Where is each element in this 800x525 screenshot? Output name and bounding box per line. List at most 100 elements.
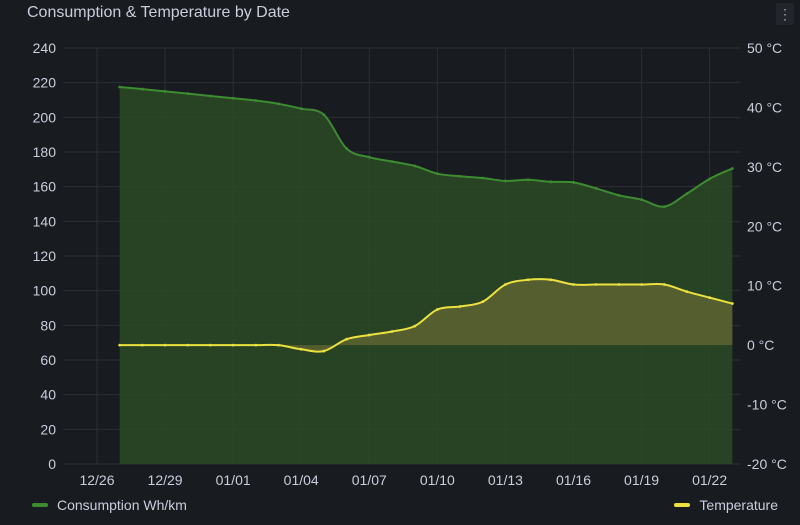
- temperature-point: [730, 302, 734, 305]
- x-tick-label: 01/07: [352, 472, 387, 488]
- temperature-point: [390, 330, 394, 333]
- y-left-tick-label: 160: [33, 179, 57, 195]
- temperature-point: [458, 305, 462, 308]
- consumption-point: [572, 180, 575, 184]
- consumption-point: [435, 172, 439, 176]
- consumption-point: [662, 205, 666, 209]
- temperature-point: [549, 278, 553, 282]
- y-right-tick-label: 50 °C: [747, 40, 782, 56]
- consumption-point: [390, 160, 394, 163]
- temperature-point: [504, 283, 507, 286]
- temperature-point: [481, 300, 485, 304]
- legend-label-temperature: Temperature: [699, 497, 778, 513]
- y-left-tick-label: 200: [33, 109, 57, 125]
- y-right-tick-label: 10 °C: [747, 278, 782, 294]
- y-right-tick-label: -20 °C: [747, 456, 787, 472]
- y-right-tick-label: -10 °C: [747, 397, 787, 413]
- temperature-point: [640, 283, 643, 286]
- y-right-tick-label: 20 °C: [747, 218, 782, 234]
- consumption-point: [730, 167, 734, 170]
- y-left-tick-label: 120: [33, 248, 57, 264]
- legend-swatch-temperature: [674, 503, 691, 507]
- x-tick-label: 01/13: [488, 472, 523, 488]
- consumption-point: [549, 180, 553, 184]
- consumption-point: [526, 178, 530, 182]
- temperature-point: [572, 283, 575, 286]
- temperature-point: [163, 343, 167, 347]
- y-left-tick-label: 100: [33, 283, 57, 299]
- consumption-point: [140, 87, 144, 91]
- x-tick-label: 01/19: [624, 472, 659, 488]
- y-left-tick-label: 240: [33, 40, 57, 56]
- temperature-point: [231, 343, 235, 347]
- consumption-point: [254, 99, 258, 102]
- temperature-point: [413, 324, 417, 328]
- y-right-tick-label: 40 °C: [747, 99, 782, 115]
- consumption-point: [685, 192, 689, 196]
- legend-item-consumption[interactable]: Consumption Wh/km: [32, 497, 187, 513]
- temperature-point: [322, 349, 326, 353]
- temperature-point: [345, 337, 348, 341]
- panel-menu-button[interactable]: ⋮: [776, 3, 794, 25]
- consumption-line: [119, 86, 733, 208]
- consumption-point: [277, 102, 280, 106]
- consumption-point: [367, 155, 371, 159]
- temperature-point: [186, 343, 190, 347]
- y-left-tick-label: 140: [33, 213, 57, 229]
- consumption-point: [231, 96, 235, 100]
- consumption-point: [345, 147, 348, 150]
- temperature-point: [367, 333, 371, 337]
- consumption-point: [322, 113, 326, 117]
- temperature-point: [299, 347, 303, 351]
- temperature-point: [209, 343, 212, 347]
- temperature-point: [435, 308, 439, 311]
- y-left-tick-label: 40: [40, 387, 56, 403]
- consumption-point: [504, 179, 507, 183]
- y-left-tick-label: 20: [40, 421, 56, 437]
- x-tick-label: 12/26: [79, 472, 114, 488]
- y-left-tick-label: 80: [40, 317, 56, 333]
- consumption-point: [594, 187, 598, 190]
- consumption-point: [481, 176, 485, 180]
- temperature-point: [526, 278, 530, 282]
- temperature-point: [685, 290, 689, 294]
- consumption-point: [118, 85, 122, 89]
- consumption-point: [708, 177, 712, 181]
- temperature-area: [119, 279, 733, 352]
- temperature-point: [140, 343, 144, 347]
- consumption-point: [617, 193, 621, 197]
- consumption-point: [413, 164, 417, 168]
- legend-swatch-consumption: [32, 503, 48, 507]
- temperature-point: [594, 283, 598, 286]
- x-tick-label: 01/10: [420, 472, 455, 488]
- x-tick-label: 01/01: [216, 472, 251, 488]
- y-right-tick-label: 30 °C: [747, 159, 782, 175]
- y-left-tick-label: 220: [33, 75, 57, 91]
- consumption-point: [640, 198, 643, 202]
- temperature-point: [277, 343, 280, 347]
- x-tick-label: 01/16: [556, 472, 591, 488]
- ellipsis-vertical-icon: ⋮: [778, 6, 792, 22]
- y-right-tick-label: 0 °C: [747, 337, 774, 353]
- consumption-point: [299, 107, 303, 111]
- y-left-tick-label: 60: [40, 352, 56, 368]
- temperature-point: [254, 343, 258, 347]
- panel-title: Consumption & Temperature by Date: [27, 4, 290, 21]
- legend-item-temperature[interactable]: Temperature: [674, 497, 778, 513]
- x-tick-label: 01/22: [692, 472, 727, 488]
- y-left-tick-label: 180: [33, 144, 57, 160]
- consumption-point: [209, 94, 212, 98]
- temperature-line: [119, 278, 733, 353]
- x-tick-label: 01/04: [284, 472, 319, 488]
- consumption-area: [119, 87, 733, 464]
- consumption-point: [163, 89, 167, 93]
- consumption-point: [458, 174, 462, 178]
- x-tick-label: 12/29: [148, 472, 183, 488]
- temperature-point: [617, 283, 621, 286]
- temperature-point: [708, 296, 712, 299]
- legend-label-consumption: Consumption Wh/km: [57, 497, 187, 513]
- consumption-point: [186, 92, 190, 95]
- temperature-point: [662, 283, 666, 286]
